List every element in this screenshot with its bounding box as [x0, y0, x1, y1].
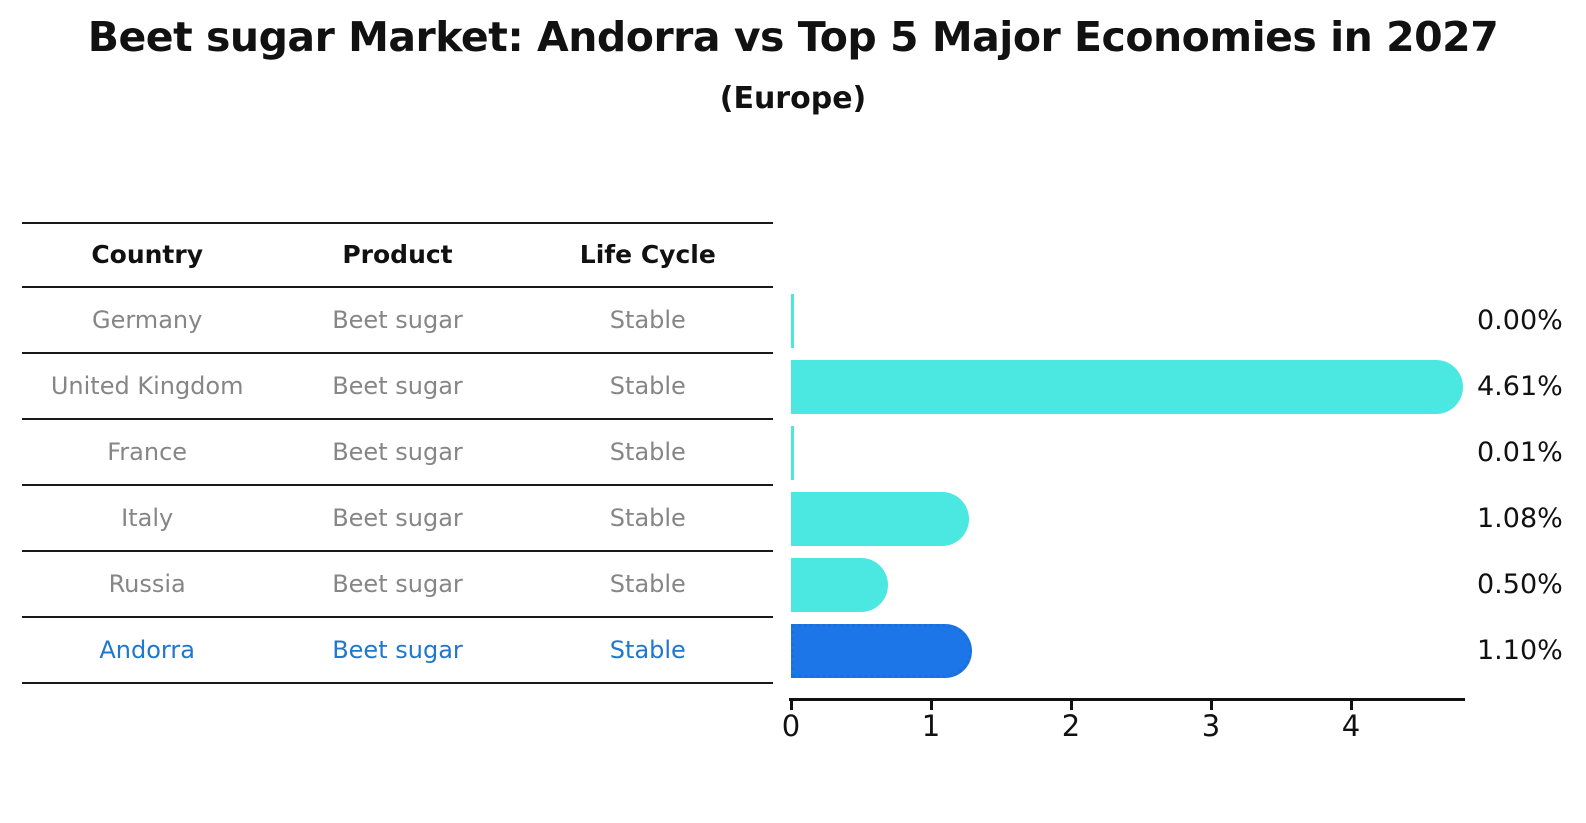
value-label-andorra: 1.10% [1477, 635, 1563, 666]
chart-title: Beet sugar Market: Andorra vs Top 5 Majo… [87, 13, 1499, 61]
table-body: Germany Beet sugar Stable United Kingdom Bee… [22, 288, 773, 684]
table-header-life-cycle: Life Cycle [579, 240, 716, 269]
x-tick-4 [1349, 701, 1353, 710]
table-row-russia: Russia Beet sugar Stable [22, 552, 773, 618]
x-axis-line [789, 698, 1465, 701]
table-cell-life-cycle: Stable [609, 438, 686, 466]
table-cell-product: Beet sugar [332, 438, 463, 466]
table-cell-life-cycle: Stable [609, 570, 686, 598]
x-tick-label-4: 4 [1341, 709, 1361, 743]
table-cell-country: Germany [92, 306, 203, 334]
table-row-italy: Italy Beet sugar Stable [22, 486, 773, 552]
table-cell-product: Beet sugar [332, 372, 463, 400]
chart-subtitle: (Europe) [719, 81, 867, 116]
bar-united-kingdom [791, 360, 1464, 414]
value-label-russia: 0.50% [1477, 569, 1563, 600]
bar-andorra [791, 624, 972, 678]
country-table: Country Product Life Cycle Germany Beet sug… [22, 222, 773, 684]
table-cell-country: Italy [121, 504, 174, 532]
x-tick-label-2: 2 [1061, 709, 1081, 743]
x-tick-2 [1069, 701, 1073, 710]
value-label-germany: 0.00% [1477, 305, 1563, 336]
x-tick-label-0: 0 [781, 709, 801, 743]
x-tick-label-1: 1 [921, 709, 941, 743]
table-cell-country: France [107, 438, 188, 466]
table-header-row: Country Product Life Cycle [22, 222, 773, 288]
table-cell-country: United Kingdom [50, 372, 244, 400]
table-cell-product: Beet sugar [332, 306, 463, 334]
bar-germany [791, 294, 794, 348]
bar-france [791, 426, 794, 480]
table-row-andorra: Andorra Beet sugar Stable [22, 618, 773, 684]
table-cell-product: Beet sugar [332, 504, 463, 532]
table-row-united-kingdom: United Kingdom Beet sugar Stable [22, 354, 773, 420]
table-cell-life-cycle: Stable [609, 504, 686, 532]
bar-italy [791, 492, 970, 546]
table-cell-product: Beet sugar [332, 636, 463, 664]
bar-russia [791, 558, 888, 612]
table-cell-country: Russia [108, 570, 186, 598]
value-label-united-kingdom: 4.61% [1477, 371, 1563, 402]
x-tick-0 [789, 701, 793, 710]
x-tick-3 [1209, 701, 1213, 710]
table-header-product: Product [342, 240, 453, 269]
x-tick-1 [929, 701, 933, 710]
table-cell-life-cycle: Stable [609, 636, 686, 664]
table-header-country: Country [91, 240, 204, 269]
table-row-france: France Beet sugar Stable [22, 420, 773, 486]
table-row-germany: Germany Beet sugar Stable [22, 288, 773, 354]
value-label-italy: 1.08% [1477, 503, 1563, 534]
table-cell-life-cycle: Stable [609, 306, 686, 334]
table-cell-product: Beet sugar [332, 570, 463, 598]
table-cell-country: Andorra [99, 636, 195, 664]
table-cell-life-cycle: Stable [609, 372, 686, 400]
x-tick-label-3: 3 [1201, 709, 1221, 743]
value-label-france: 0.01% [1477, 437, 1563, 468]
